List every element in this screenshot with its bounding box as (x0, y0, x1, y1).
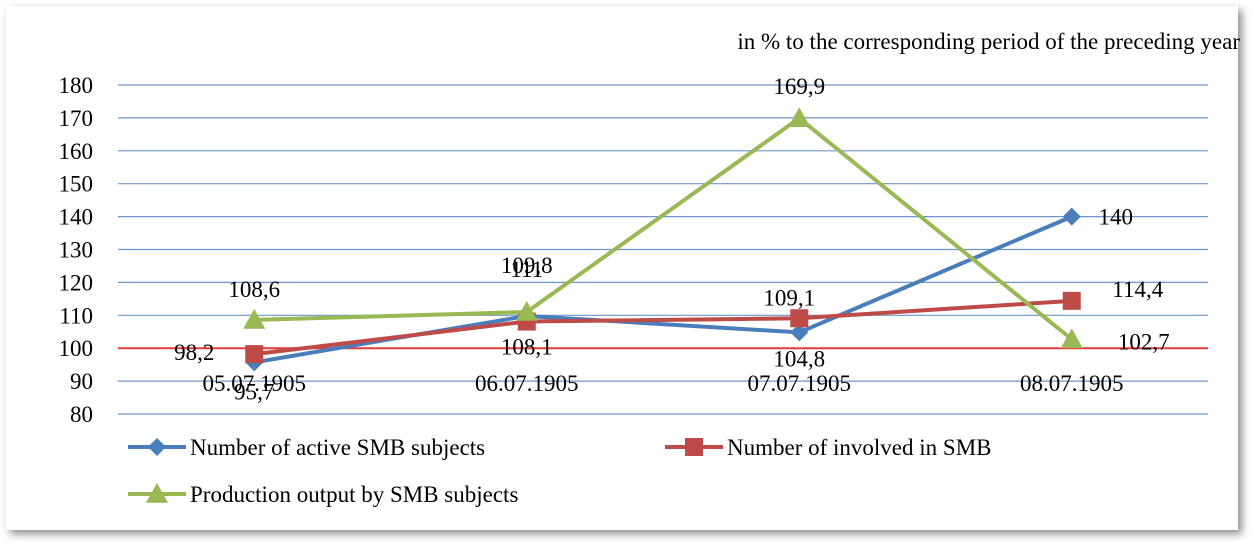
data-label: 95,7 (234, 379, 274, 404)
y-tick-label: 130 (59, 238, 94, 263)
legend-entry: Production output by SMB subjects (128, 482, 518, 507)
data-label: 98,2 (174, 340, 214, 365)
data-label: 111 (510, 257, 543, 282)
x-category-label: 06.07.1905 (475, 371, 579, 396)
data-label: 140 (1099, 205, 1134, 230)
data-point-production-output-by-smb-subjects (243, 308, 266, 329)
data-label: 109,1 (763, 285, 815, 310)
data-point-number-of-involved-in-smb (245, 345, 264, 364)
data-point-production-output-by-smb-subjects (1060, 328, 1083, 349)
data-label: 114,4 (1112, 277, 1163, 302)
y-tick-label: 150 (59, 172, 94, 197)
y-tick-label: 100 (59, 336, 94, 361)
y-tick-label: 140 (59, 205, 94, 230)
y-tick-label: 110 (59, 303, 93, 328)
y-tick-label: 80 (70, 402, 93, 427)
x-category-label: 08.07.1905 (1020, 371, 1124, 396)
data-label: 102,7 (1118, 329, 1170, 354)
data-point-number-of-active-smb-subjects (1062, 207, 1081, 226)
chart-subtitle: in % to the corresponding period of the … (737, 29, 1240, 54)
data-point-number-of-involved-in-smb (1062, 291, 1081, 310)
data-point-number-of-active-smb-subjects (790, 323, 809, 342)
legend-marker (146, 483, 168, 503)
x-category-label: 07.07.1905 (748, 371, 852, 396)
y-tick-label: 170 (59, 106, 94, 131)
data-label: 108,6 (228, 277, 280, 302)
y-tick-label: 120 (59, 270, 94, 295)
y-tick-label: 90 (70, 369, 93, 394)
x-category-label: 05.07.1905 (203, 371, 307, 396)
data-label: 108,1 (501, 335, 553, 360)
legend-entry: Number of active SMB subjects (128, 435, 485, 460)
legend-entry: Number of involved in SMB (665, 435, 992, 460)
chart-frame (6, 6, 1238, 530)
legend-label: Number of active SMB subjects (190, 435, 485, 460)
data-label: 169,9 (773, 74, 825, 99)
y-tick-label: 160 (59, 139, 94, 164)
series-line-production-output-by-smb-subjects (254, 116, 1074, 341)
data-point-production-output-by-smb-subjects (788, 107, 811, 128)
data-point-production-output-by-smb-subjects (515, 301, 538, 321)
legend-label: Number of involved in SMB (727, 435, 992, 460)
legend-label: Production output by SMB subjects (190, 482, 518, 507)
data-point-number-of-involved-in-smb (790, 309, 809, 328)
data-label: 109,8 (501, 253, 553, 278)
legend-marker (685, 438, 703, 456)
legend-marker (148, 438, 166, 456)
y-tick-label: 180 (59, 73, 94, 98)
series-line-number-of-involved-in-smb (254, 298, 1072, 357)
data-label: 104,8 (773, 346, 825, 371)
legend: Number of active SMB subjects Number of i… (128, 435, 992, 507)
